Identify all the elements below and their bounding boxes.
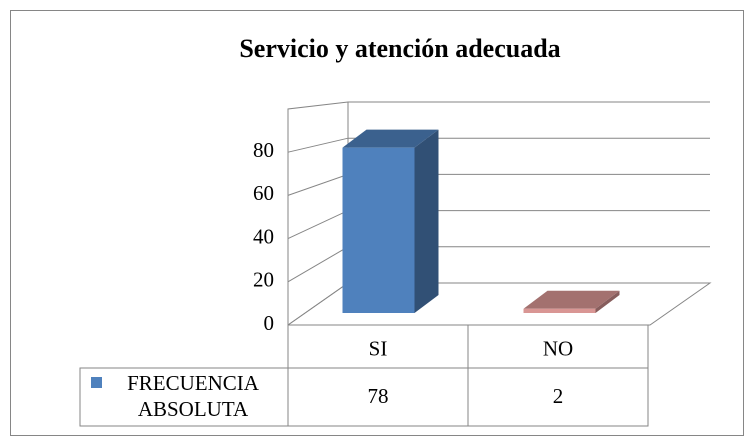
y-tick-label: 40 [253, 224, 274, 248]
y-tick-label: 20 [253, 268, 274, 292]
y-tick-label: 80 [253, 138, 274, 162]
chart-title: Servicio y atención adecuada [239, 34, 560, 63]
bar-front [523, 308, 596, 313]
bar [523, 290, 620, 313]
back-wall [287, 101, 710, 325]
legend-swatch [91, 377, 102, 388]
bar-top [523, 290, 620, 309]
legend-label: FRECUENCIA ABSOLUTA [127, 371, 259, 421]
bar-front [342, 147, 415, 313]
bar-top [342, 129, 439, 148]
y-tick-label: 60 [253, 181, 274, 205]
table-value: 78 [368, 384, 389, 408]
y-tick-label: 0 [264, 311, 275, 335]
grid-line [287, 137, 710, 153]
bar-side [595, 290, 620, 313]
table-value: 2 [553, 384, 564, 408]
bar [342, 129, 439, 313]
bar-side [414, 129, 439, 313]
x-tick-label: NO [543, 336, 573, 360]
legend-label-box: FRECUENCIA ABSOLUTA [127, 371, 259, 421]
x-tick-label: SI [369, 336, 388, 360]
